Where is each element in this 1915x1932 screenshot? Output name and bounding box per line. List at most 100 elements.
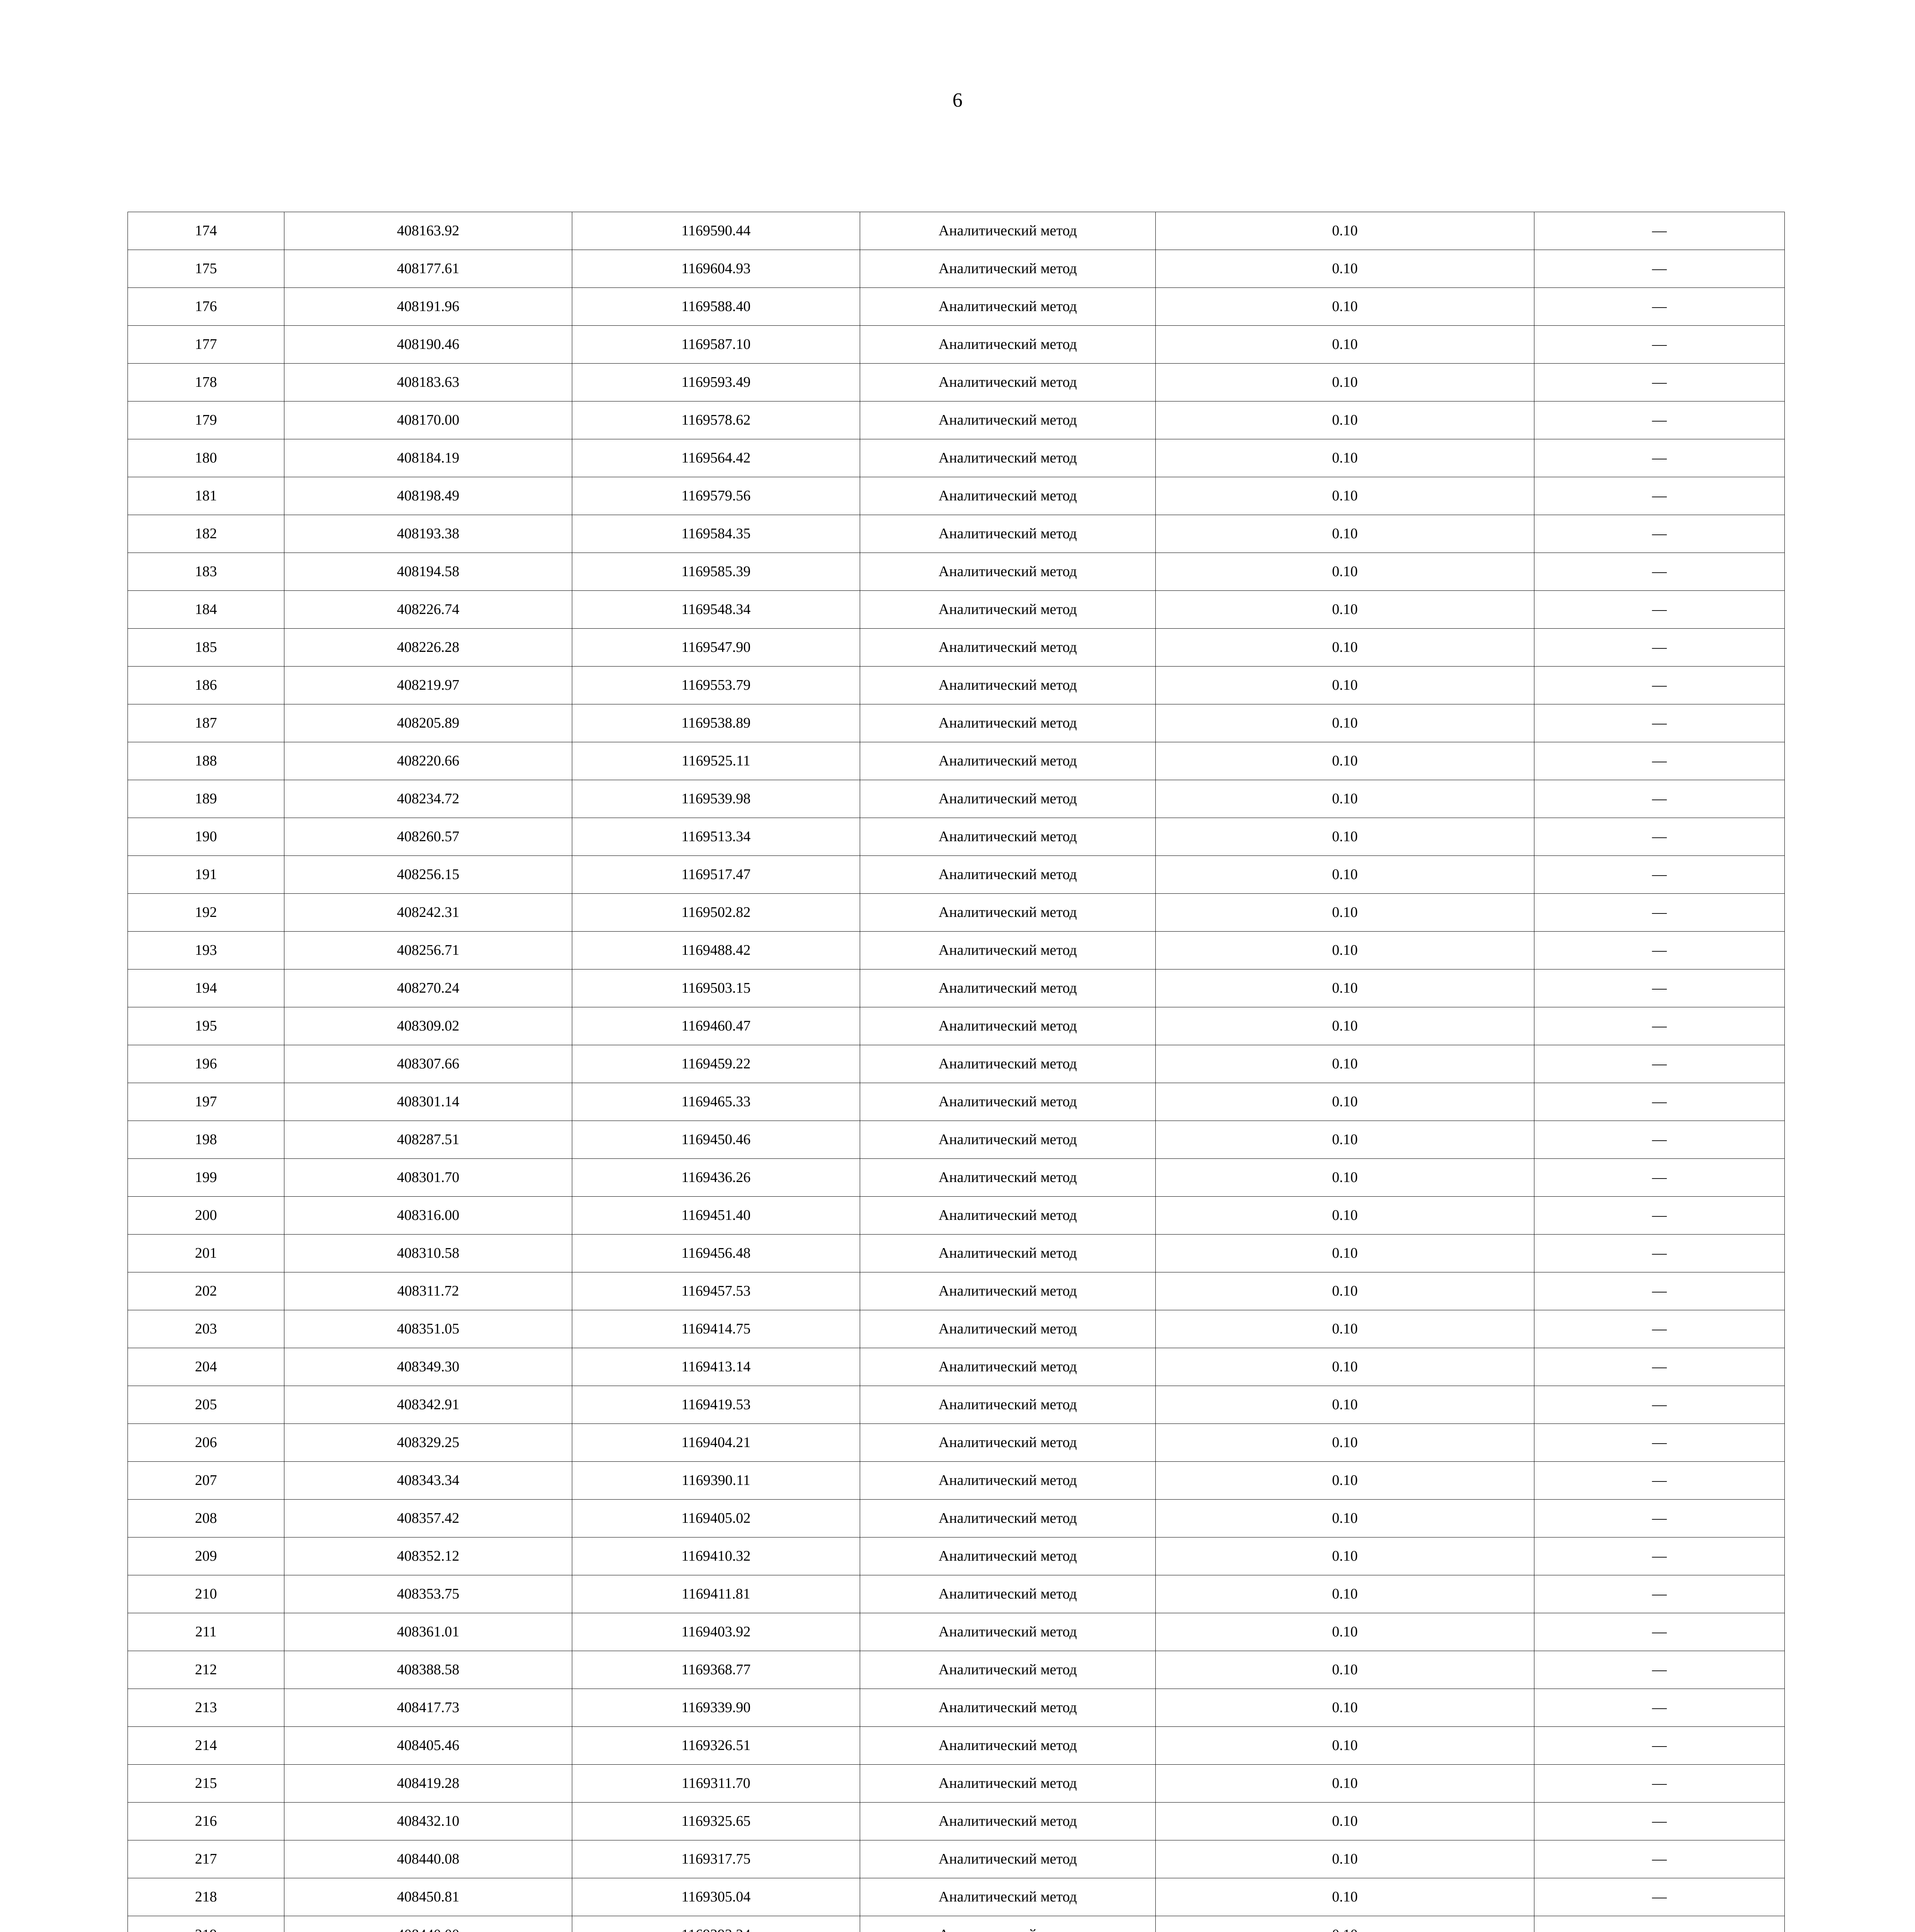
- row-y-cell: 1169460.47: [572, 1007, 860, 1045]
- table-row[interactable]: 209 408352.12 1169410.32 Аналитический мето…: [128, 1537, 1785, 1575]
- table-row[interactable]: 213 408417.73 1169339.90 Аналитический мето…: [128, 1689, 1785, 1727]
- row-method-cell: Аналитический метод: [860, 1310, 1156, 1348]
- row-x-cell: 408342.91: [284, 1386, 572, 1424]
- table-row[interactable]: 187 408205.89 1169538.89 Аналитический мето…: [128, 704, 1785, 742]
- table-row[interactable]: 199 408301.70 1169436.26 Аналитический мето…: [128, 1159, 1785, 1197]
- row-y-cell: 1169604.93: [572, 250, 860, 288]
- table-row[interactable]: 204 408349.30 1169413.14 Аналитический мето…: [128, 1348, 1785, 1386]
- table-row[interactable]: 185 408226.28 1169547.90 Аналитический мето…: [128, 629, 1785, 667]
- row-value-cell: 0.10: [1156, 477, 1534, 515]
- table-row[interactable]: 186 408219.97 1169553.79 Аналитический мето…: [128, 667, 1785, 704]
- row-method-cell: Аналитический метод: [860, 477, 1156, 515]
- table-row[interactable]: 214 408405.46 1169326.51 Аналитический мето…: [128, 1727, 1785, 1765]
- row-value-cell: 0.10: [1156, 1007, 1534, 1045]
- row-note-cell: —: [1534, 1462, 1785, 1500]
- row-id-cell: 182: [128, 515, 284, 553]
- row-id-cell: 178: [128, 364, 284, 401]
- row-y-cell: 1169305.04: [572, 1878, 860, 1916]
- table-row[interactable]: 200 408316.00 1169451.40 Аналитический мето…: [128, 1197, 1785, 1235]
- row-note-cell: —: [1534, 1007, 1785, 1045]
- row-value-cell: 0.10: [1156, 1272, 1534, 1310]
- table-row[interactable]: 191 408256.15 1169517.47 Аналитический мето…: [128, 856, 1785, 894]
- table-row[interactable]: 201 408310.58 1169456.48 Аналитический мето…: [128, 1235, 1785, 1272]
- table-row[interactable]: 212 408388.58 1169368.77 Аналитический мето…: [128, 1651, 1785, 1689]
- row-value-cell: 0.10: [1156, 439, 1534, 477]
- row-note-cell: —: [1534, 1537, 1785, 1575]
- table-row[interactable]: 217 408440.08 1169317.75 Аналитический мето…: [128, 1840, 1785, 1878]
- row-method-cell: Аналитический метод: [860, 1235, 1156, 1272]
- row-value-cell: 0.10: [1156, 1197, 1534, 1235]
- row-value-cell: 0.10: [1156, 250, 1534, 288]
- row-method-cell: Аналитический метод: [860, 1651, 1156, 1689]
- table-row[interactable]: 181 408198.49 1169579.56 Аналитический мето…: [128, 477, 1785, 515]
- table-row[interactable]: 203 408351.05 1169414.75 Аналитический мето…: [128, 1310, 1785, 1348]
- table-row[interactable]: 215 408419.28 1169311.70 Аналитический мето…: [128, 1765, 1785, 1803]
- row-id-cell: 189: [128, 780, 284, 818]
- table-row[interactable]: 190 408260.57 1169513.34 Аналитический мето…: [128, 818, 1785, 856]
- table-row[interactable]: 182 408193.38 1169584.35 Аналитический мето…: [128, 515, 1785, 553]
- row-note-cell: —: [1534, 288, 1785, 326]
- row-value-cell: 0.10: [1156, 1045, 1534, 1083]
- row-note-cell: —: [1534, 591, 1785, 629]
- row-note-cell: —: [1534, 553, 1785, 591]
- table-row[interactable]: 210 408353.75 1169411.81 Аналитический мето…: [128, 1575, 1785, 1613]
- row-id-cell: 179: [128, 401, 284, 439]
- row-note-cell: —: [1534, 1878, 1785, 1916]
- table-row[interactable]: 195 408309.02 1169460.47 Аналитический мето…: [128, 1007, 1785, 1045]
- row-value-cell: 0.10: [1156, 780, 1534, 818]
- row-value-cell: 0.10: [1156, 1386, 1534, 1424]
- row-x-cell: 408440.08: [284, 1840, 572, 1878]
- row-note-cell: —: [1534, 894, 1785, 932]
- table-row[interactable]: 176 408191.96 1169588.40 Аналитический мето…: [128, 288, 1785, 326]
- table-row[interactable]: 218 408450.81 1169305.04 Аналитический мето…: [128, 1878, 1785, 1916]
- table-row[interactable]: 175 408177.61 1169604.93 Аналитический мето…: [128, 250, 1785, 288]
- row-method-cell: Аналитический метод: [860, 856, 1156, 894]
- row-method-cell: Аналитический метод: [860, 401, 1156, 439]
- table-row[interactable]: 205 408342.91 1169419.53 Аналитический мето…: [128, 1386, 1785, 1424]
- row-method-cell: Аналитический метод: [860, 780, 1156, 818]
- table-row[interactable]: 179 408170.00 1169578.62 Аналитический мето…: [128, 401, 1785, 439]
- row-y-cell: 1169579.56: [572, 477, 860, 515]
- table-row[interactable]: 207 408343.34 1169390.11 Аналитический мето…: [128, 1462, 1785, 1500]
- table-row[interactable]: 197 408301.14 1169465.33 Аналитический мето…: [128, 1083, 1785, 1121]
- table-row[interactable]: 208 408357.42 1169405.02 Аналитический мето…: [128, 1500, 1785, 1537]
- row-note-cell: —: [1534, 1840, 1785, 1878]
- row-y-cell: 1169525.11: [572, 742, 860, 780]
- row-value-cell: 0.10: [1156, 1462, 1534, 1500]
- row-id-cell: 174: [128, 212, 284, 250]
- table-row[interactable]: 216 408432.10 1169325.65 Аналитический мето…: [128, 1803, 1785, 1840]
- row-value-cell: 0.10: [1156, 818, 1534, 856]
- table-row[interactable]: 219408440.001169293.24Аналитический мето…: [128, 1916, 1785, 1932]
- row-x-cell: 408226.28: [284, 629, 572, 667]
- table-row[interactable]: 174 408163.92 1169590.44 Аналитический мето…: [128, 212, 1785, 250]
- table-row[interactable]: 202 408311.72 1169457.53 Аналитический мето…: [128, 1272, 1785, 1310]
- table-row[interactable]: 198 408287.51 1169450.46 Аналитический мето…: [128, 1121, 1785, 1159]
- table-row[interactable]: 177 408190.46 1169587.10 Аналитический мето…: [128, 326, 1785, 364]
- table-row[interactable]: 194 408270.24 1169503.15 Аналитический мето…: [128, 969, 1785, 1007]
- table-row[interactable]: 189 408234.72 1169539.98 Аналитический мето…: [128, 780, 1785, 818]
- table-row[interactable]: 211 408361.01 1169403.92 Аналитический мето…: [128, 1613, 1785, 1651]
- table-row[interactable]: 178 408183.63 1169593.49 Аналитический мето…: [128, 364, 1785, 401]
- row-method-cell: Аналитический метод: [860, 1727, 1156, 1765]
- table-row[interactable]: 180 408184.19 1169564.42 Аналитический мето…: [128, 439, 1785, 477]
- row-method-cell: Аналитический метод: [860, 1348, 1156, 1386]
- row-value-cell: 0.10: [1156, 1651, 1534, 1689]
- table-row[interactable]: 206 408329.25 1169404.21 Аналитический мето…: [128, 1424, 1785, 1462]
- row-value-cell: 0.10: [1156, 1727, 1534, 1765]
- row-id-cell: 175: [128, 250, 284, 288]
- table-row[interactable]: 183 408194.58 1169585.39 Аналитический мето…: [128, 553, 1785, 591]
- table-row[interactable]: 196 408307.66 1169459.22 Аналитический мето…: [128, 1045, 1785, 1083]
- row-note-cell: —: [1534, 1575, 1785, 1613]
- row-y-cell: 1169548.34: [572, 591, 860, 629]
- row-note-cell: —: [1534, 1235, 1785, 1272]
- row-id-cell: 219: [128, 1916, 284, 1932]
- row-value-cell: 0.10: [1156, 1348, 1534, 1386]
- row-y-cell: 1169578.62: [572, 401, 860, 439]
- table-row[interactable]: 193 408256.71 1169488.42 Аналитический мето…: [128, 932, 1785, 969]
- row-y-cell: 1169457.53: [572, 1272, 860, 1310]
- table-row[interactable]: 188 408220.66 1169525.11 Аналитический мето…: [128, 742, 1785, 780]
- row-value-cell: 0.10: [1156, 1235, 1534, 1272]
- row-note-cell: —: [1534, 780, 1785, 818]
- table-row[interactable]: 184 408226.74 1169548.34 Аналитический мето…: [128, 591, 1785, 629]
- table-row[interactable]: 192 408242.31 1169502.82 Аналитический мето…: [128, 894, 1785, 932]
